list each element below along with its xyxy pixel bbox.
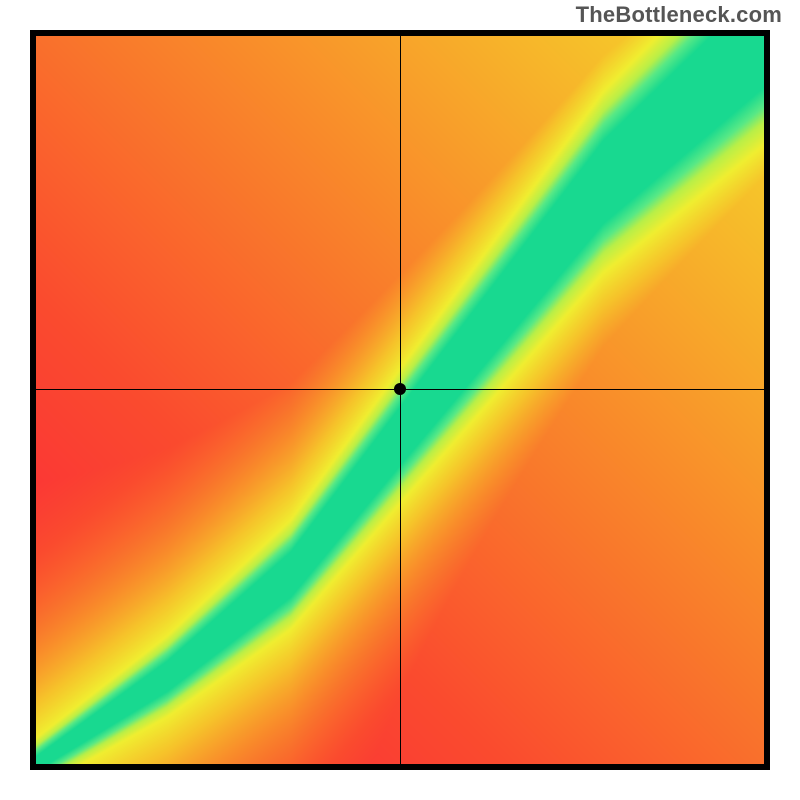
crosshair-vertical [400,36,401,764]
heatmap-plot [36,36,764,764]
marker-dot [394,383,406,395]
heatmap-frame [30,30,770,770]
watermark-text: TheBottleneck.com [576,2,782,28]
